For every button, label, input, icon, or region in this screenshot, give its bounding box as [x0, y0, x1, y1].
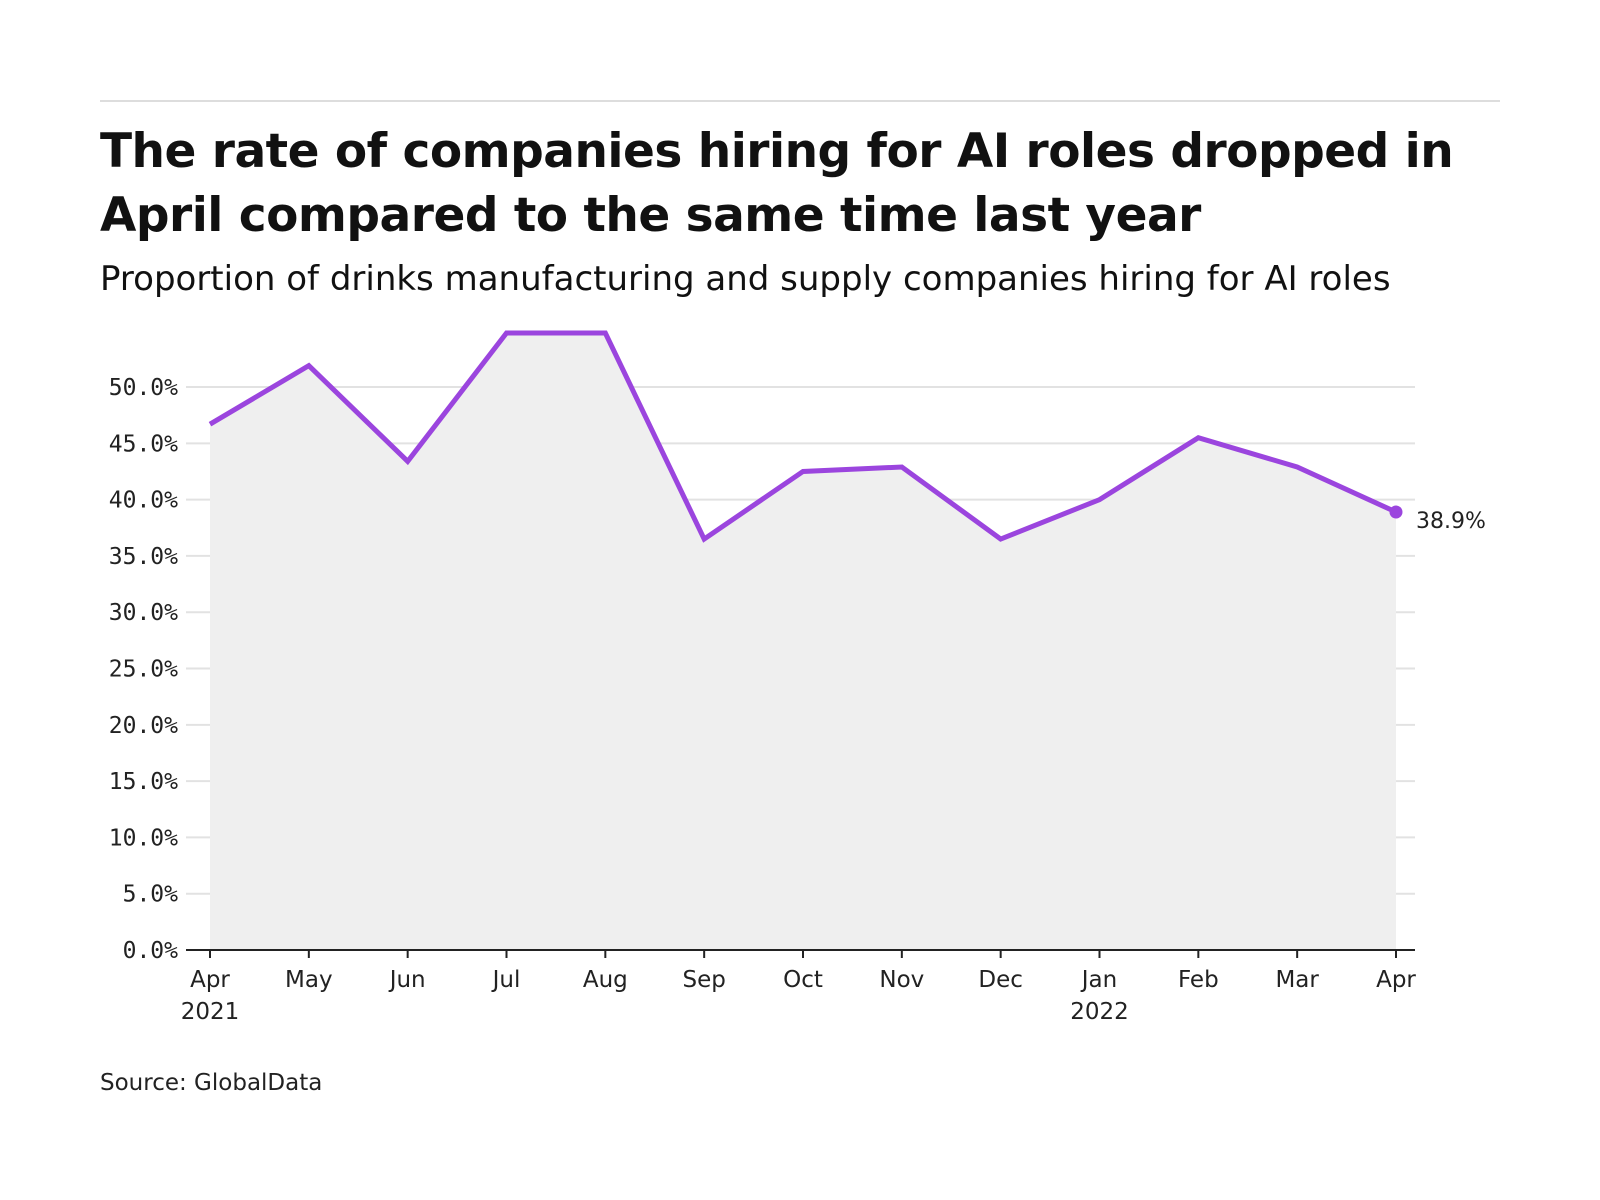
chart-title: The rate of companies hiring for AI role…	[100, 124, 1454, 243]
line-layer	[208, 330, 1403, 543]
axis-layer	[186, 949, 1415, 958]
x-tick-label: Aug	[583, 967, 628, 993]
source-note: Source: GlobalData	[100, 1070, 323, 1096]
area-fill	[210, 333, 1396, 950]
y-tick-label: 0.0%	[123, 938, 179, 964]
x-tick-label: Jul	[491, 967, 521, 993]
top-divider	[100, 100, 1500, 102]
y-tick-label: 5.0%	[123, 882, 179, 908]
y-tick-label: 30.0%	[109, 600, 178, 626]
y-tick-label: 10.0%	[109, 825, 178, 851]
x-year-label: 2021	[181, 999, 240, 1025]
y-tick-label: 35.0%	[109, 544, 178, 570]
label-layer: 0.0% 5.0% 10.0% 15.0% 20.0% 25.0% 30.0% 35.0% 40…	[109, 375, 1486, 1025]
x-year-label: 2022	[1070, 999, 1129, 1025]
y-tick-label: 25.0%	[109, 657, 178, 683]
y-tick-label: 40.0%	[109, 488, 178, 514]
end-value-label: 38.9%	[1416, 509, 1486, 534]
y-tick-label: 20.0%	[109, 713, 178, 739]
area-layer	[210, 333, 1396, 950]
x-tick-label: Apr	[1376, 967, 1416, 993]
x-tick-label: Oct	[783, 967, 823, 993]
x-tick-label: Jan	[1080, 967, 1117, 993]
y-tick-label: 45.0%	[109, 431, 178, 457]
x-tick-label: Mar	[1275, 967, 1319, 993]
chart-subtitle: Proportion of drinks manufacturing and s…	[100, 259, 1391, 299]
x-tick-label: Jun	[388, 967, 426, 993]
x-tick-label: Nov	[879, 967, 924, 993]
y-tick-label: 15.0%	[109, 769, 178, 795]
x-tick-label: Sep	[682, 967, 725, 993]
x-tick-label: May	[285, 967, 333, 993]
x-tick-label: Feb	[1178, 967, 1219, 993]
x-tick-label: Dec	[978, 967, 1023, 993]
x-tick-label: Apr	[190, 967, 230, 993]
series-line	[208, 330, 1398, 543]
line-chart: 0.0% 5.0% 10.0% 15.0% 20.0% 25.0% 30.0% 35.0% 40…	[109, 330, 1486, 1025]
y-tick-label: 50.0%	[109, 375, 178, 401]
end-point-marker	[1389, 505, 1403, 519]
